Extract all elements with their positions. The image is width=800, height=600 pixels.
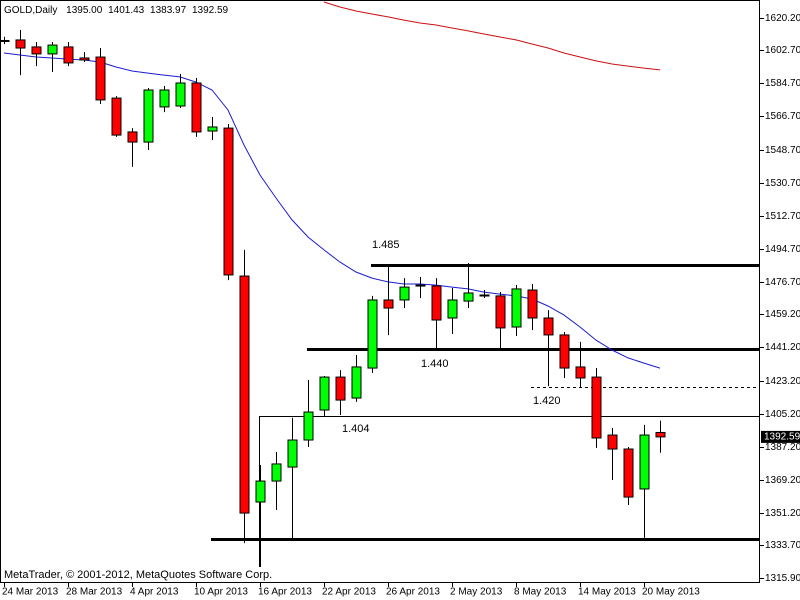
candle-body [0, 39, 10, 42]
y-tick-label: 1423.20 [765, 376, 800, 387]
candle-body [479, 294, 490, 297]
ohlc-high: 1401.43 [108, 5, 145, 16]
candle-body [287, 439, 298, 468]
candle-body [607, 434, 618, 450]
y-tick-label: 1476.70 [765, 277, 800, 288]
candle-body [159, 89, 170, 108]
candle-body [207, 126, 218, 132]
x-tick-label: 16 Apr 2013 [258, 587, 312, 598]
level-label: 1.485 [372, 239, 400, 251]
x-tick-label: 14 May 2013 [578, 587, 636, 598]
x-tick-label: 20 May 2013 [642, 587, 700, 598]
x-tick-label: 28 Mar 2013 [66, 587, 123, 598]
y-tick-label: 1530.70 [765, 178, 800, 189]
candle-body [527, 289, 538, 319]
candle-body [639, 434, 650, 490]
x-tick-label: 8 May 2013 [514, 587, 567, 598]
candle-body [143, 89, 154, 143]
candle-body [463, 292, 474, 302]
ohlc-close: 1392.59 [192, 5, 229, 16]
y-tick-label: 1369.20 [765, 475, 800, 486]
y-tick-label: 1315.90 [765, 573, 800, 584]
candle-body [415, 284, 426, 287]
x-tick-label: 10 Apr 2013 [194, 587, 248, 598]
candle-body [367, 299, 378, 369]
candle-body [511, 288, 522, 328]
y-tick-label: 1566.70 [765, 111, 800, 122]
candle-body [15, 39, 26, 49]
candle-body [127, 131, 138, 143]
x-tick-label: 26 Apr 2013 [386, 587, 440, 598]
candle-body [303, 411, 314, 441]
y-tick-label: 1620.20 [765, 13, 800, 24]
y-tick-label: 1441.20 [765, 342, 800, 353]
ohlc-low: 1383.97 [150, 5, 187, 16]
y-tick-label: 1333.70 [765, 540, 800, 551]
candle-body [47, 44, 58, 55]
x-tick-label: 22 Apr 2013 [322, 587, 376, 598]
symbol: GOLD,Daily [4, 5, 57, 16]
candle-body [399, 286, 410, 301]
y-tick-label: 1459.20 [765, 309, 800, 320]
candle-body [495, 295, 506, 329]
level-label: 1.420 [533, 395, 561, 407]
candle-body [255, 480, 266, 503]
candle-body [175, 82, 186, 107]
candle-body [95, 56, 106, 101]
candle-body [31, 46, 42, 55]
x-tick-label: 4 Apr 2013 [130, 587, 179, 598]
price-tag-label: 1392.59 [764, 432, 800, 443]
y-tick-label: 1387.20 [765, 442, 800, 453]
moving-average [3, 52, 661, 369]
candle-body [63, 46, 74, 64]
x-tick-label: 2 May 2013 [450, 587, 503, 598]
candle-body [447, 299, 458, 319]
candle-body [351, 366, 362, 399]
level-label: 1.440 [421, 358, 449, 370]
candle-body [575, 366, 586, 379]
y-tick-label: 1584.70 [765, 78, 800, 89]
chart-header: GOLD,Daily 1395.00 1401.43 1383.97 1392.… [4, 5, 229, 16]
candle-body [239, 275, 250, 514]
candle-body [271, 463, 282, 482]
candle-body [543, 317, 554, 336]
candle-body [191, 82, 202, 133]
y-tick-label: 1548.70 [765, 145, 800, 156]
candle-body [111, 97, 122, 136]
y-tick-label: 1602.70 [765, 45, 800, 56]
moving-average [323, 1, 661, 71]
ohlc-open: 1395.00 [66, 5, 103, 16]
candle-body [591, 376, 602, 439]
price-tag [761, 430, 800, 443]
candle-body [319, 376, 330, 411]
candle-body [335, 376, 346, 401]
candle-body [655, 431, 666, 438]
candle-body [223, 127, 234, 276]
candle-body [623, 448, 634, 498]
y-tick-label: 1405.20 [765, 409, 800, 420]
candle-body [79, 57, 90, 61]
candle-body [559, 334, 570, 369]
copyright: MetaTrader, © 2001-2012, MetaQuotes Soft… [4, 569, 272, 581]
x-tick-label: 24 Mar 2013 [2, 587, 59, 598]
candle-body [431, 285, 442, 321]
y-tick-label: 1351.20 [765, 508, 800, 519]
level-label: 1.404 [342, 423, 370, 435]
y-tick-label: 1512.70 [765, 211, 800, 222]
plot-frame [0, 0, 760, 583]
candle-body [383, 299, 394, 309]
y-tick-label: 1494.70 [765, 244, 800, 255]
